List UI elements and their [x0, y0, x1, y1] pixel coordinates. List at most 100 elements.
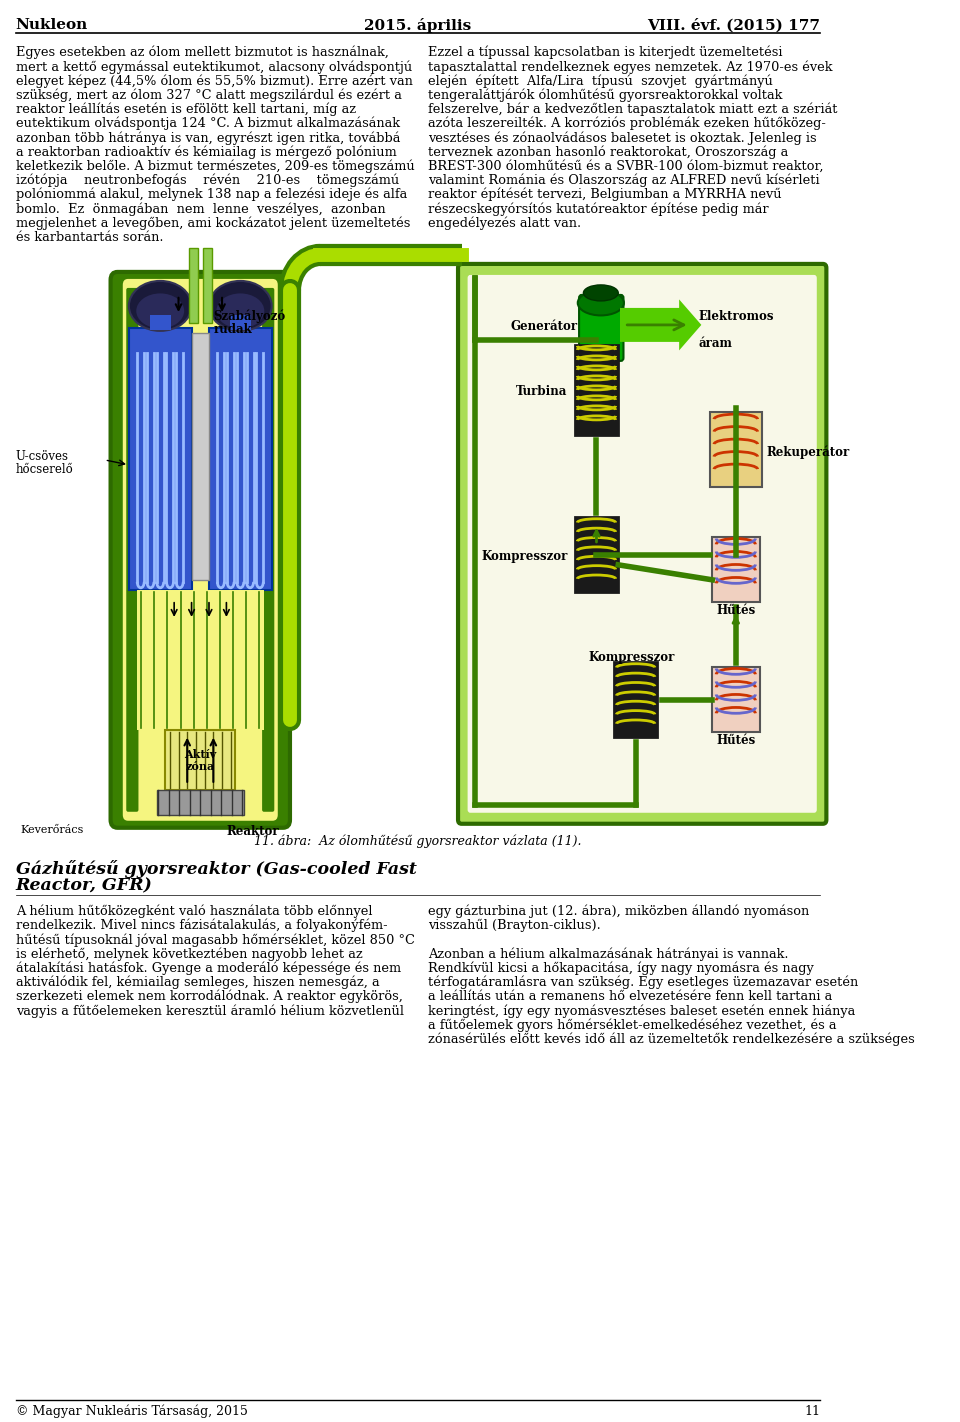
Text: Aktív: Aktív [184, 749, 216, 761]
Text: Keverőrács: Keverőrács [20, 825, 84, 835]
Text: reaktor építését tervezi, Belgiumban a MYRRHA nevű: reaktor építését tervezi, Belgiumban a M… [428, 188, 782, 202]
Bar [136, 590, 264, 729]
Text: elején  épített  Alfa/Lira  típusú  szovjet  gyártmányú: elején épített Alfa/Lira típusú szovjet … [428, 74, 774, 88]
Text: keringtést, így egy nyomásvesztéses baleset esetén ennek hiánya: keringtést, így egy nyomásvesztéses bale… [428, 1004, 855, 1018]
Text: és karbantartás során.: és karbantartás során. [15, 230, 163, 243]
Bar [613, 661, 658, 737]
Text: vagyis a fűtőelemeken keresztül áramló hélium közvetlenül: vagyis a fűtőelemeken keresztül áramló h… [15, 1004, 403, 1018]
Text: Kompresszor: Kompresszor [481, 550, 567, 563]
Text: Rendkívül kicsi a hőkapacitása, így nagy nyomásra és nagy: Rendkívül kicsi a hőkapacitása, így nagy… [428, 961, 814, 975]
Text: Elektromos: Elektromos [698, 310, 774, 323]
Text: visszahűl (Brayton-ciklus).: visszahűl (Brayton-ciklus). [428, 919, 601, 931]
Bar [712, 667, 760, 732]
FancyBboxPatch shape [127, 287, 138, 812]
Bar [189, 247, 198, 323]
Text: keletkezik belőle. A bizmut természetes, 209-es tömegszámú: keletkezik belőle. A bizmut természetes,… [15, 159, 415, 173]
Text: 11. ábra:  Az ólomhűtésű gyorsreaktor vázlata (11).: 11. ábra: Az ólomhűtésű gyorsreaktor váz… [254, 835, 582, 849]
Bar [575, 516, 618, 592]
Text: Hűtés: Hűtés [716, 734, 756, 747]
Text: szerkezeti elemek nem korrodálódnak. A reaktor egykörös,: szerkezeti elemek nem korrodálódnak. A r… [15, 990, 402, 1004]
Text: Reactor, GFR): Reactor, GFR) [15, 877, 153, 894]
Text: Ezzel a típussal kapcsolatban is kiterjedt üzemeltetési: Ezzel a típussal kapcsolatban is kiterje… [428, 46, 783, 60]
Text: felszerelve, bár a kedvezőtlen tapasztalatok miatt ezt a szériát: felszerelve, bár a kedvezőtlen tapasztal… [428, 102, 838, 117]
Ellipse shape [209, 282, 272, 331]
Bar [575, 346, 618, 435]
Text: U-csöves: U-csöves [15, 449, 69, 464]
Text: a fűtőelemek gyors hőmérséklet-emelkedéséhez vezethet, és a: a fűtőelemek gyors hőmérséklet-emelkedés… [428, 1018, 837, 1032]
Text: VIII. évf. (2015) 177: VIII. évf. (2015) 177 [647, 18, 820, 33]
Bar [192, 333, 209, 580]
Text: engedélyezés alatt van.: engedélyezés alatt van. [428, 216, 582, 230]
Ellipse shape [584, 284, 618, 301]
Text: rudak: rudak [213, 323, 252, 336]
Bar [596, 346, 605, 365]
Text: polóniommá alakul, melynek 138 nap a felezési ideje és alfa: polóniommá alakul, melynek 138 nap a fel… [15, 188, 407, 202]
Text: Szabályozó: Szabályozó [213, 310, 285, 323]
Text: rendelkezik. Mivel nincs fázisátalakulás, a folyakonýfém-: rendelkezik. Mivel nincs fázisátalakulás… [15, 919, 387, 933]
Text: Reaktor: Reaktor [227, 825, 279, 838]
Text: terveznek azonban hasonló reaktorokat, Oroszország a: terveznek azonban hasonló reaktorokat, O… [428, 145, 789, 159]
FancyBboxPatch shape [209, 328, 272, 590]
Bar [156, 789, 244, 815]
Bar [709, 412, 762, 486]
Text: aktiválódik fel, kémiailag semleges, hiszen nemesgáz, a: aktiválódik fel, kémiailag semleges, his… [15, 975, 379, 990]
Text: izótópja    neutronbefogás    révén    210-es    tömegszámú: izótópja neutronbefogás révén 210-es töm… [15, 173, 399, 188]
Text: 11: 11 [804, 1405, 820, 1418]
FancyBboxPatch shape [620, 300, 702, 350]
Text: reaktor leállítás esetén is efölött kell tartani, míg az: reaktor leállítás esetén is efölött kell… [15, 102, 356, 117]
Bar [150, 314, 171, 330]
Text: Kompresszor: Kompresszor [588, 651, 675, 664]
Text: Egyes esetekben az ólom mellett bizmutot is használnak,: Egyes esetekben az ólom mellett bizmutot… [15, 46, 389, 60]
Text: zóna: zóna [185, 761, 215, 772]
Ellipse shape [129, 282, 192, 331]
FancyBboxPatch shape [165, 729, 235, 789]
FancyBboxPatch shape [458, 264, 827, 823]
Text: zónasérülés előtt kevés idő áll az üzemeltetők rendelkezésére a szükséges: zónasérülés előtt kevés idő áll az üzeme… [428, 1032, 915, 1047]
FancyBboxPatch shape [262, 287, 275, 812]
Bar [712, 538, 760, 602]
Text: Azonban a hélium alkalmazásának hátrányai is vannak.: Azonban a hélium alkalmazásának hátránya… [428, 947, 789, 961]
Text: hőcserelő: hőcserelő [15, 464, 73, 476]
Text: A hélium hűtőközegként való használata több előnnyel: A hélium hűtőközegként való használata t… [15, 904, 372, 919]
Text: a leállítás után a remanens hő elvezetésére fenn kell tartani a: a leállítás után a remanens hő elvezetés… [428, 990, 832, 1003]
Text: Nukleon: Nukleon [15, 18, 88, 31]
Ellipse shape [578, 290, 624, 316]
Bar [229, 314, 251, 330]
Text: szükség, mert az ólom 327 °C alatt megszilárdul és ezért a: szükség, mert az ólom 327 °C alatt megsz… [15, 88, 401, 102]
Text: is elérhető, melynek következtében nagyobb lehet az: is elérhető, melynek következtében nagyo… [15, 947, 363, 961]
Text: tengeraláttjárók ólomhűtésű gyorsreaktorokkal voltak: tengeraláttjárók ólomhűtésű gyorsreaktor… [428, 88, 782, 102]
Text: azóta leszereilték. A korróziós problémák ezeken hűtőközeg-: azóta leszereilték. A korróziós problémá… [428, 117, 827, 131]
Text: Turbina: Turbina [516, 385, 567, 398]
Text: elegyet képez (44,5% ólom és 55,5% bizmut). Erre azért van: elegyet képez (44,5% ólom és 55,5% bizmu… [15, 74, 413, 88]
Text: térfogatáramlásra van szükség. Egy esetleges üzemazavar esetén: térfogatáramlásra van szükség. Egy esetl… [428, 975, 858, 990]
Ellipse shape [216, 293, 264, 328]
Text: vesztéses és zónaolvádásos balesetet is okoztak. Jelenleg is: vesztéses és zónaolvádásos balesetet is … [428, 131, 817, 145]
Bar [203, 247, 211, 323]
Text: Hűtés: Hűtés [716, 604, 756, 617]
Text: megjelenhet a levegőben, ami kockázatot jelent üzemeltetés: megjelenhet a levegőben, ami kockázatot … [15, 216, 410, 230]
Text: átalakítási hatásfok. Gyenge a moderáló képessége és nem: átalakítási hatásfok. Gyenge a moderáló … [15, 961, 400, 975]
Text: bomlo.  Ez  önmagában  nem  lenne  veszélyes,  azonban: bomlo. Ez önmagában nem lenne veszélyes,… [15, 202, 385, 216]
Text: tapasztalattal rendelkeznek egyes nemzetek. Az 1970-es évek: tapasztalattal rendelkeznek egyes nemzet… [428, 60, 833, 74]
Ellipse shape [136, 293, 184, 328]
Text: Rekuperátor: Rekuperátor [766, 445, 850, 459]
Text: a reaktorban radioaktív és kémiailag is mérgező polónium: a reaktorban radioaktív és kémiailag is … [15, 145, 396, 159]
Text: 2015. április: 2015. április [365, 18, 471, 33]
Text: BREST-300 ólomhűtésű és a SVBR-100 ólom-bizmut reaktor,: BREST-300 ólomhűtésű és a SVBR-100 ólom-… [428, 159, 824, 172]
Text: valamint Románia és Olaszország az ALFRED nevű kísérleti: valamint Románia és Olaszország az ALFRE… [428, 173, 820, 188]
FancyBboxPatch shape [468, 274, 817, 813]
FancyBboxPatch shape [579, 294, 623, 361]
Text: azonban több hátránya is van, egyrészt igen ritka, továbbá: azonban több hátránya is van, egyrészt i… [15, 131, 400, 145]
Text: mert a kettő egymással eutektikumot, alacsony olvádspontjú: mert a kettő egymással eutektikumot, ala… [15, 60, 412, 74]
Text: egy gázturbina jut (12. ábra), miközben állandó nyomáson: egy gázturbina jut (12. ábra), miközben … [428, 904, 809, 919]
Text: eutektikum olvádspontja 124 °C. A bizmut alkalmazásának: eutektikum olvádspontja 124 °C. A bizmut… [15, 117, 399, 131]
Text: hűtésű típusoknál jóval magasabb hőmérséklet, közel 850 °C: hűtésű típusoknál jóval magasabb hőmérsé… [15, 933, 415, 947]
FancyBboxPatch shape [110, 272, 290, 828]
Text: Gázhűtésű gyorsreaktor (Gas-cooled Fast: Gázhűtésű gyorsreaktor (Gas-cooled Fast [15, 860, 417, 877]
Text: részecskegyórsítós kutatóreaktor építése pedig már: részecskegyórsítós kutatóreaktor építése… [428, 202, 769, 216]
Text: áram: áram [698, 337, 732, 350]
FancyBboxPatch shape [123, 279, 277, 820]
Text: Generátor: Generátor [510, 320, 577, 333]
FancyBboxPatch shape [129, 328, 192, 590]
Text: © Magyar Nukleáris Társaság, 2015: © Magyar Nukleáris Társaság, 2015 [15, 1405, 248, 1418]
